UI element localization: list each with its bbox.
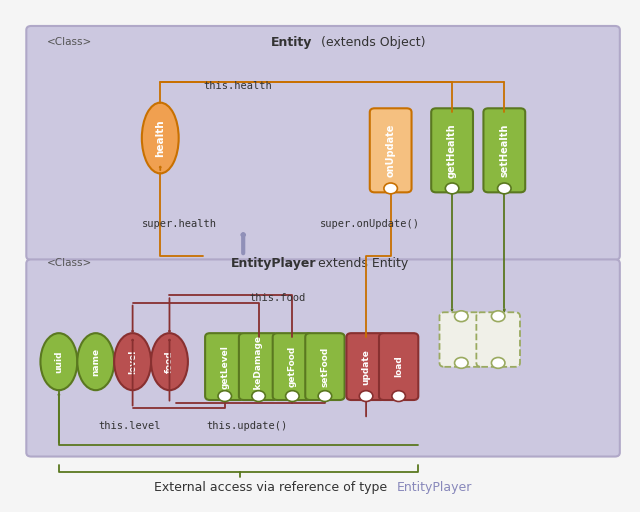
FancyBboxPatch shape [346,333,386,400]
Circle shape [492,357,505,368]
Circle shape [445,183,459,194]
Text: update: update [362,349,371,385]
FancyBboxPatch shape [440,312,483,367]
Text: level: level [128,350,137,374]
Text: getHealth: getHealth [447,123,457,178]
Ellipse shape [151,333,188,390]
Text: load: load [394,356,403,377]
Circle shape [497,183,511,194]
Text: (extends Object): (extends Object) [317,36,426,49]
Circle shape [454,311,468,322]
Ellipse shape [114,333,151,390]
FancyBboxPatch shape [239,333,278,400]
Circle shape [392,391,405,401]
Text: food: food [165,350,174,373]
Text: EntityPlayer: EntityPlayer [397,481,472,495]
Circle shape [285,391,299,401]
FancyBboxPatch shape [370,109,412,193]
Text: super.onUpdate(): super.onUpdate() [320,219,420,229]
Circle shape [454,357,468,368]
FancyBboxPatch shape [483,109,525,193]
FancyBboxPatch shape [26,260,620,457]
Text: this.food: this.food [250,293,305,303]
Circle shape [318,391,332,401]
Circle shape [359,391,373,401]
Text: getFood: getFood [288,346,297,387]
FancyBboxPatch shape [476,312,520,367]
Text: takeDamage: takeDamage [254,335,263,398]
Text: setHealth: setHealth [499,123,509,177]
Circle shape [384,183,397,194]
FancyBboxPatch shape [305,333,344,400]
Circle shape [218,391,232,401]
FancyBboxPatch shape [26,26,620,260]
Text: getLevel: getLevel [220,345,229,389]
Text: this.update(): this.update() [206,420,287,431]
Circle shape [492,311,505,322]
Text: onUpdate: onUpdate [386,123,396,177]
FancyBboxPatch shape [273,333,312,400]
Text: <Class>: <Class> [47,259,92,268]
FancyBboxPatch shape [431,109,473,193]
Ellipse shape [40,333,77,390]
Text: <Class>: <Class> [47,37,92,47]
Text: health: health [156,119,165,157]
Text: this.level: this.level [99,420,161,431]
Text: extends Entity: extends Entity [314,257,408,270]
Ellipse shape [77,333,114,390]
Ellipse shape [142,102,179,174]
Text: name: name [92,348,100,376]
Text: this.health: this.health [204,81,272,92]
Text: EntityPlayer: EntityPlayer [231,257,316,270]
FancyBboxPatch shape [379,333,419,400]
Text: Entity: Entity [271,36,312,49]
FancyBboxPatch shape [205,333,244,400]
Text: uuid: uuid [54,350,63,373]
Text: External access via reference of type: External access via reference of type [154,481,391,495]
Text: super.health: super.health [142,219,217,229]
Circle shape [252,391,266,401]
Text: setFood: setFood [321,347,330,387]
